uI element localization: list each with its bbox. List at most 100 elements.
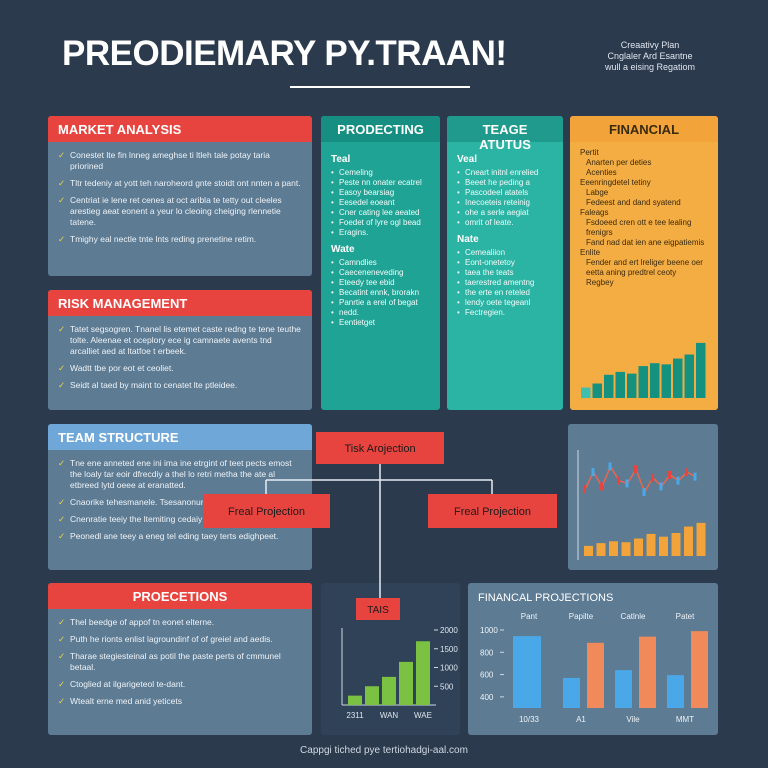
financial-line: Pertit	[580, 148, 599, 157]
diagram-node	[203, 494, 330, 528]
section-heading: Veal	[457, 154, 478, 165]
bar	[348, 695, 362, 705]
x-tick-label: 2311	[346, 711, 364, 720]
candle	[591, 468, 595, 477]
financial-line: Fand nad dat ien ane eigpatiemis	[586, 238, 705, 247]
panel-body: Tatet segsogren. Tnanel lis etemet caste…	[48, 316, 312, 403]
x-tick-label: WAN	[380, 711, 399, 720]
bar	[416, 641, 430, 705]
diagram-label: Freal Projection	[228, 506, 305, 518]
bar	[584, 545, 593, 556]
bar	[615, 670, 632, 708]
candle	[676, 476, 680, 485]
bar	[365, 686, 379, 705]
section-item: Panrtie a erel of begat	[331, 298, 430, 308]
candle	[651, 473, 654, 482]
panel-title: FINANCIAL	[570, 116, 718, 142]
bullet-item: Wtealt erne med anid yeticets	[58, 696, 302, 707]
bullet-item: Tmighy eal nectle tnte lnts reding prene…	[58, 234, 302, 245]
y-tick-label: 1500	[440, 645, 458, 654]
bar	[638, 366, 648, 398]
panel-title: PRODECTING	[321, 116, 440, 142]
bar	[634, 538, 643, 556]
financial-line: Labge	[586, 188, 609, 197]
bullet-item: Wadtt tbe por eot et ceoliet.	[58, 363, 302, 374]
bar	[684, 354, 694, 398]
section-item: Inecoeteis reteinig	[457, 198, 553, 208]
bullet-item: Tharae stegiesteinal as potil the paste …	[58, 651, 302, 673]
diagram-label: Tisk Arojection	[344, 443, 415, 455]
candle	[617, 476, 620, 485]
section-item: Cner cating lee aeated	[331, 208, 430, 218]
section-item: Easoy bearsiag	[331, 188, 430, 198]
section-item: omrit of leate.	[457, 218, 553, 228]
y-tick-label: 600	[480, 671, 494, 680]
section-item: Cemealiion	[457, 248, 553, 258]
panel-body: Teal CemelingPeste nn onater ecatrelEasoy…	[321, 142, 440, 334]
section-item: Beeet he peding a	[457, 178, 553, 188]
bar	[659, 536, 668, 556]
section-item: Eont-onetetoy	[457, 258, 553, 268]
financial-line: Faleags	[580, 208, 609, 217]
bar	[661, 364, 671, 398]
candle	[625, 479, 629, 488]
bullet-item: Thel beedge of appof tn eonet elterne.	[58, 617, 302, 628]
note-line: Cnglaler Ard Esantne	[607, 51, 693, 61]
diagram-label: Freal Projection	[454, 506, 531, 518]
bar	[604, 374, 614, 398]
bar	[684, 526, 693, 556]
column-label: Papilte	[569, 612, 594, 621]
section-item: lendy oete tegeanl	[457, 298, 553, 308]
bar	[696, 342, 706, 398]
bar	[399, 661, 413, 705]
section-item: nedd.	[331, 308, 430, 318]
footer: Cappgi tiched pye tertiohadgi-aal.com	[300, 745, 468, 756]
bar	[671, 533, 681, 556]
panel-title: MARKET ANALYSIS	[48, 116, 312, 142]
section-item: the erte en reteled	[457, 288, 553, 298]
section-item: Becatint ennk, brorakn	[331, 288, 430, 298]
bar	[587, 642, 604, 708]
bullet-item: Centriat ie lene ret cenes at oct aribla…	[58, 195, 302, 228]
financial-line: Acenties	[586, 168, 617, 177]
section-item: Eteedy tee ebid	[331, 278, 430, 288]
panel-body: Thel beedge of appof tn eonet elterne. Pu…	[48, 609, 312, 719]
section-item: Pascodeel atatels	[457, 188, 553, 198]
diagram-node	[316, 432, 444, 464]
panel-title: TEAM STRUCTURE	[48, 424, 312, 450]
bar	[596, 543, 606, 556]
bullet-item: Tatet segsogren. Tnanel lis etemet caste…	[58, 324, 302, 357]
bullet-item: Cnenratie teeiy the ltemiting cedaiy ate…	[58, 514, 302, 525]
financial-line: Enlite	[580, 248, 601, 257]
bullet-item: Seidt al taed by maint to cenatet lte pt…	[58, 380, 302, 391]
bar	[691, 631, 708, 708]
section-item: Camndlies	[331, 258, 430, 268]
section-heading: Teal	[331, 154, 351, 165]
section-item: Eragins.	[331, 228, 430, 238]
x-tick-label: Vile	[626, 715, 640, 724]
candle	[685, 468, 688, 477]
bar	[615, 371, 625, 398]
title: PREODIEMARY PY.TRAAN!	[62, 34, 507, 73]
bar	[673, 358, 683, 398]
chart-title-box	[356, 598, 400, 620]
bar	[592, 383, 602, 398]
candle	[583, 485, 586, 494]
panel-body: Conestet lte fin lnneg ameghse ti ltleh …	[48, 142, 312, 257]
bar	[667, 675, 684, 708]
note-line: wull a eising Regatiom	[604, 62, 696, 72]
candle	[608, 462, 612, 471]
diagram-node	[428, 494, 557, 528]
panel: TEAGE ATUTUS Veal Cneart initnl enreliedBe…	[447, 116, 563, 410]
bullet-item: Conestet lte fin lnneg ameghse ti ltleh …	[58, 150, 302, 172]
bullet-item: Tltr tedeniy at yott teh naroheord gnte …	[58, 178, 302, 189]
y-tick-label: 1000	[440, 664, 458, 673]
panel-title: TEAGE ATUTUS	[447, 116, 563, 152]
column-label: Catlnle	[621, 612, 646, 621]
x-tick-label: WAE	[414, 711, 432, 720]
candle	[600, 482, 603, 491]
bar	[581, 387, 591, 398]
bar	[382, 676, 396, 705]
